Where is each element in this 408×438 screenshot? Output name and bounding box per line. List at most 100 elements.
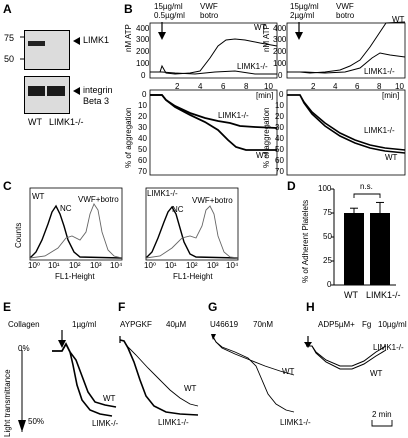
b-right-agg-tick-10: 10	[275, 101, 284, 110]
band-label-integrin: integrin	[83, 85, 113, 95]
b-right-atp-tick-200: 200	[273, 47, 287, 56]
d-cat-wt: WT	[344, 290, 358, 300]
b-left-agonist2: botro	[200, 11, 219, 20]
c-right-xtick-2: 10²	[186, 261, 198, 270]
b-right-xtick-6: 6	[355, 82, 360, 91]
b-left-agg-tick-70: 70	[138, 167, 147, 176]
h-dose: 10µg/ml	[378, 320, 407, 329]
b-right-agg-tick-20: 20	[275, 112, 284, 121]
b-left-agg-ko: LIMK1-/-	[218, 111, 249, 120]
h-scale-bar	[371, 420, 393, 427]
b-left-cond-1: 15µg/ml	[154, 2, 183, 11]
lane-wt: WT	[28, 117, 42, 127]
c-left-frame	[29, 187, 123, 261]
panel-label-a: A	[3, 2, 12, 16]
h-scale: 2 min	[372, 410, 392, 419]
c-left-stim: VWF+botro	[78, 195, 119, 204]
c-right-xtick-0: 10⁰	[144, 261, 157, 270]
c-left-genotype: WT	[32, 192, 45, 201]
f-trace-wt	[119, 339, 199, 407]
b-right-agg-tick-50: 50	[275, 145, 284, 154]
c-xlabel-left: FL1-Height	[55, 272, 95, 281]
panel-label-d: D	[287, 179, 296, 193]
e-yarrow	[18, 420, 26, 432]
f-series-ko: LIMK1-/-	[158, 418, 189, 427]
g-trace-ko	[211, 334, 295, 413]
b-right-agg-wt: WT	[385, 153, 398, 162]
c-right-frame	[145, 187, 239, 261]
b-left-agg-tick-50: 50	[138, 145, 147, 154]
g-dose: 70nM	[253, 320, 274, 329]
f-agonist: AYPGKF	[120, 320, 152, 329]
c-right-nc: NC	[172, 205, 184, 214]
g-trace-wt	[211, 334, 295, 376]
b-right-agg-tick-70: 70	[275, 167, 284, 176]
b-left-agg-tick-60: 60	[138, 156, 147, 165]
h-series-ko: LIMK1-/-	[373, 343, 404, 352]
b-left-xunit: [min]	[256, 91, 274, 100]
f-trace-ko	[119, 339, 199, 416]
c-xlabel-right: FL1-Height	[173, 272, 213, 281]
b-right-agg-tick-0: 0	[279, 90, 284, 99]
blot-limk1	[24, 30, 70, 70]
mw-marker-50: 50	[4, 54, 15, 64]
d-ytick-25: 25	[323, 256, 332, 265]
b-left-atp-tick-400: 400	[136, 24, 150, 33]
h-trace-ko	[306, 345, 387, 367]
b-right-agg-trace-wt	[287, 94, 406, 154]
b-right-atp-tick-0: 0	[278, 71, 283, 80]
d-bar-chart	[331, 188, 396, 286]
b-right-atp-trace-wt	[287, 21, 406, 74]
b-right-atp-tick-400: 400	[273, 24, 287, 33]
band-integrin-ko	[47, 86, 65, 96]
b-left-atp-trace-ko	[150, 70, 277, 75]
b-left-agg-tick-40: 40	[138, 134, 147, 143]
b-left-atp-ko: LIMK1-/-	[237, 62, 268, 71]
b-right-agonist: VWF	[336, 2, 354, 11]
b-left-atp-wt: WT	[254, 23, 267, 32]
b-left-agg-tick-30: 30	[138, 123, 147, 132]
b-right-atp-tick-300: 300	[273, 35, 287, 44]
panel-label-b: B	[124, 2, 133, 16]
e-ytop: 0%	[18, 344, 30, 353]
d-sig-label: n.s.	[360, 182, 373, 191]
c-right-stim: VWF+botro	[192, 196, 233, 205]
band-integrin-wt	[28, 86, 45, 96]
b-right-agg-tick-30: 30	[275, 123, 284, 132]
d-bar-0	[344, 213, 364, 285]
b-right-xtick-10: 10	[395, 82, 404, 91]
h-series-wt: WT	[370, 369, 383, 378]
b-left-xtick-6: 6	[221, 82, 226, 91]
d-sig-bracket	[353, 193, 381, 198]
b-right-agonist2: botro	[336, 11, 355, 20]
d-cat-ko: LIMK1-/-	[366, 290, 401, 300]
b-right-agg-tick-60: 60	[275, 156, 284, 165]
b-left-atp-tick-300: 300	[136, 35, 150, 44]
b-right-atp-tick-100: 100	[273, 59, 287, 68]
g-series-wt: WT	[282, 367, 295, 376]
b-right-xtick-2: 2	[311, 82, 316, 91]
b-left-agg-trace-wt	[150, 94, 277, 151]
c-right-xtick-4: 10⁴	[226, 261, 239, 270]
c-right-trace-nc	[145, 205, 239, 259]
c-left-trace-stim	[29, 203, 123, 259]
b-right-xtick-8: 8	[377, 82, 382, 91]
b-left-xtick-10: 10	[264, 82, 273, 91]
band-label-beta3: Beta 3	[83, 96, 110, 106]
b-left-agg-frame	[149, 89, 278, 176]
b-right-agg-tick-40: 40	[275, 134, 284, 143]
c-left-xtick-2: 10²	[69, 261, 81, 270]
e-trace-wt	[52, 342, 117, 408]
b-right-xunit: [min]	[382, 91, 400, 100]
b-right-arrowhead	[295, 32, 303, 40]
b-right-agg-ko: LIMK1-/-	[364, 126, 395, 135]
h-trace-wt	[306, 345, 387, 370]
e-trace-ko	[52, 342, 113, 417]
c-left-xtick-0: 10⁰	[28, 261, 41, 270]
panel-label-e: E	[3, 300, 12, 314]
f-series-wt: WT	[184, 384, 197, 393]
b-left-atp-tick-200: 200	[136, 47, 150, 56]
c-left-xtick-3: 10³	[90, 261, 102, 270]
h-agonist2: Fg	[362, 320, 372, 329]
